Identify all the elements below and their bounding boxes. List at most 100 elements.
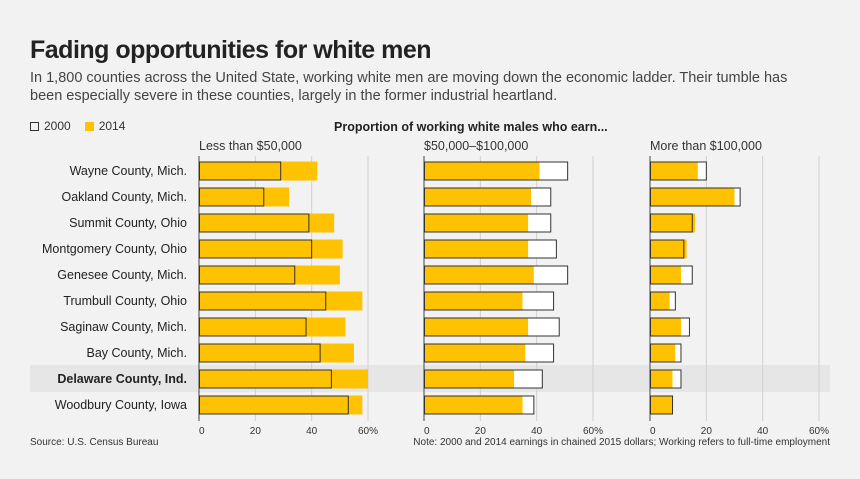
bar-2000-fill xyxy=(669,292,676,310)
bar-2014 xyxy=(424,239,529,259)
category-label: Bay County, Mich. xyxy=(86,346,187,360)
category-label: Genesee County, Mich. xyxy=(57,268,187,282)
bar-2014 xyxy=(199,317,346,337)
bar-2000 xyxy=(650,395,674,415)
category-label: Oakland County, Mich. xyxy=(61,190,187,204)
bar-2000 xyxy=(199,187,265,207)
bar-2000 xyxy=(199,317,307,337)
chart-subtitle: In 1,800 counties across the United Stat… xyxy=(30,70,788,104)
tick-label: 0 xyxy=(650,426,656,437)
tick-label: 0 xyxy=(424,426,430,437)
bar-2014 xyxy=(424,265,534,285)
legend-item-2000: 2000 xyxy=(30,119,71,133)
bar-2014 xyxy=(650,369,673,389)
bar-2014 xyxy=(424,369,515,389)
bar-2000 xyxy=(650,369,682,389)
category-label: Wayne County, Mich. xyxy=(70,164,187,178)
chart-title: Fading opportunities for white men xyxy=(30,36,432,64)
bar-2000 xyxy=(199,395,349,415)
bar-2000 xyxy=(650,239,685,259)
bar-2014 xyxy=(424,187,532,207)
bar-2014 xyxy=(199,265,340,285)
bar-2000-fill xyxy=(672,370,681,388)
bar-2000 xyxy=(650,265,693,285)
bar-2014 xyxy=(199,291,363,311)
bar-2014 xyxy=(199,343,354,363)
bar-2014 xyxy=(650,265,681,285)
bar-2000 xyxy=(424,265,569,285)
bar-2014 xyxy=(650,317,681,337)
tick-label: 60% xyxy=(809,426,829,437)
bar-2014 xyxy=(650,291,670,311)
category-label: Summit County, Ohio xyxy=(69,216,187,230)
tick-label: 20 xyxy=(475,426,487,437)
bar-2000 xyxy=(199,343,321,363)
tick-label: 40 xyxy=(306,426,318,437)
bar-2000 xyxy=(424,291,555,311)
bar-2000-fill xyxy=(531,188,551,206)
bar-2000-fill xyxy=(514,370,543,388)
tick-label: 40 xyxy=(757,426,769,437)
bar-2000-fill xyxy=(528,214,551,232)
bar-2000 xyxy=(199,239,313,259)
bar-2000 xyxy=(650,291,676,311)
bar-2014 xyxy=(199,187,290,207)
tick-label: 40 xyxy=(531,426,543,437)
bar-2014 xyxy=(650,187,735,207)
bar-2000-fill xyxy=(528,240,557,258)
legend-item-2014: 2014 xyxy=(84,119,126,133)
bar-2014 xyxy=(199,213,335,233)
bar-2014 xyxy=(199,369,368,389)
bar-2014 xyxy=(424,161,540,181)
bar-2014 xyxy=(650,343,676,363)
bar-2000 xyxy=(424,239,557,259)
legend: 2000 2014 xyxy=(30,119,139,133)
legend-swatch-2000 xyxy=(30,121,39,131)
bar-2014 xyxy=(650,395,673,415)
legend-label-2014: 2014 xyxy=(98,119,126,133)
bar-2014 xyxy=(424,343,526,363)
bar-2000-fill xyxy=(675,344,681,362)
bar-2000 xyxy=(424,161,569,181)
tick-label: 20 xyxy=(701,426,713,437)
category-label: Woodbury County, Iowa xyxy=(55,398,187,412)
bar-2000-fill xyxy=(734,188,741,206)
bar-2000 xyxy=(199,265,296,285)
category-label: Delaware County, Ind. xyxy=(57,372,187,386)
bar-2000 xyxy=(650,161,707,181)
tick-label: 20 xyxy=(250,426,262,437)
bar-2014 xyxy=(650,213,696,233)
tick-label: 60% xyxy=(583,426,603,437)
bar-2000-fill xyxy=(525,344,554,362)
bar-2000 xyxy=(650,343,682,363)
footnote: Note: 2000 and 2014 earnings in chained … xyxy=(413,437,830,448)
bar-2000-fill xyxy=(528,318,560,336)
bar-2014 xyxy=(199,395,363,415)
bar-2014 xyxy=(199,161,318,181)
bar-2000 xyxy=(199,161,282,181)
tick-label: 0 xyxy=(199,426,205,437)
bar-2014 xyxy=(650,161,698,181)
bar-2014 xyxy=(424,317,529,337)
bar-2014 xyxy=(424,291,523,311)
bar-2000-fill xyxy=(522,292,554,310)
bar-2000 xyxy=(199,213,310,233)
bar-2000 xyxy=(199,291,327,311)
bar-2000 xyxy=(424,213,552,233)
bar-2000-fill xyxy=(539,162,568,180)
bar-2000-fill xyxy=(522,396,534,414)
bar-2000-fill xyxy=(680,266,693,284)
bar-2000 xyxy=(424,187,552,207)
bar-2014 xyxy=(199,239,343,259)
bar-2000-fill xyxy=(680,318,690,336)
bar-2000-fill xyxy=(533,266,568,284)
legend-label-2000: 2000 xyxy=(44,119,71,133)
bar-2000 xyxy=(650,317,690,337)
bar-2014 xyxy=(424,395,523,415)
bar-2000 xyxy=(424,317,560,337)
panel-title: More than $100,000 xyxy=(650,139,762,153)
bar-2000 xyxy=(650,187,741,207)
panel-title: $50,000–$100,000 xyxy=(424,139,528,153)
bar-2000-fill xyxy=(697,162,707,180)
chart-heading: Proportion of working white males who ea… xyxy=(334,120,608,134)
